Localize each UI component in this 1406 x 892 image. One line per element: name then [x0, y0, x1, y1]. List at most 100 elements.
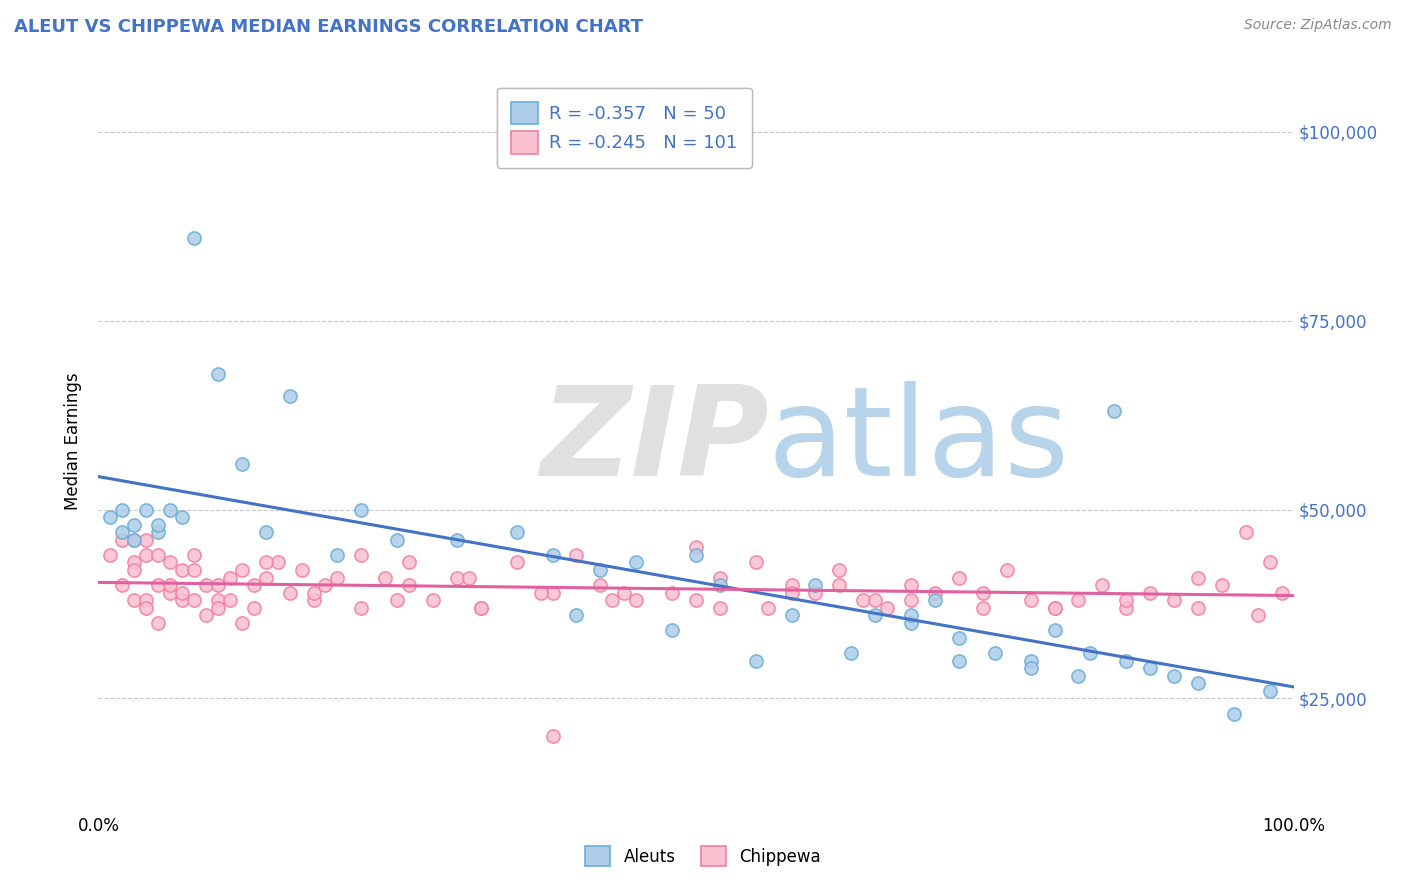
- Point: [626, 593, 648, 607]
- Point: [243, 600, 266, 615]
- Point: [326, 570, 349, 584]
- Point: [148, 578, 170, 592]
- Text: atlas: atlas: [768, 381, 1070, 502]
- Point: [900, 615, 922, 630]
- Point: [541, 729, 564, 743]
- Point: [219, 593, 242, 607]
- Point: [398, 578, 420, 592]
- Point: [172, 585, 194, 599]
- Point: [1258, 556, 1281, 570]
- Point: [326, 548, 349, 562]
- Point: [124, 593, 146, 607]
- Point: [841, 646, 863, 660]
- Point: [148, 517, 170, 532]
- Point: [159, 578, 181, 592]
- Point: [422, 593, 444, 607]
- Point: [756, 600, 779, 615]
- Point: [865, 608, 887, 623]
- Point: [207, 367, 229, 381]
- Point: [948, 631, 970, 645]
- Point: [900, 608, 922, 623]
- Point: [231, 615, 253, 630]
- Point: [124, 563, 146, 577]
- Point: [398, 556, 420, 570]
- Point: [231, 563, 253, 577]
- Point: [124, 533, 146, 547]
- Point: [124, 533, 146, 547]
- Point: [804, 585, 827, 599]
- Point: [135, 502, 157, 516]
- Text: ZIP: ZIP: [541, 381, 769, 502]
- Point: [780, 608, 803, 623]
- Point: [541, 585, 564, 599]
- Point: [315, 578, 337, 592]
- Point: [385, 593, 409, 607]
- Point: [506, 525, 529, 540]
- Point: [1163, 669, 1185, 683]
- Point: [828, 563, 851, 577]
- Point: [565, 548, 588, 562]
- Point: [924, 585, 946, 599]
- Point: [172, 563, 194, 577]
- Point: [661, 624, 683, 638]
- Point: [135, 593, 157, 607]
- Point: [1080, 646, 1102, 660]
- Point: [148, 525, 170, 540]
- Point: [1067, 669, 1090, 683]
- Text: Source: ZipAtlas.com: Source: ZipAtlas.com: [1244, 18, 1392, 32]
- Point: [900, 593, 922, 607]
- Point: [685, 548, 707, 562]
- Point: [291, 563, 314, 577]
- Point: [124, 556, 146, 570]
- Point: [159, 502, 181, 516]
- Point: [350, 548, 373, 562]
- Point: [98, 548, 122, 562]
- Point: [1234, 525, 1257, 540]
- Point: [1139, 661, 1161, 675]
- Point: [254, 570, 277, 584]
- Point: [124, 517, 146, 532]
- Point: [1211, 578, 1233, 592]
- Point: [385, 533, 409, 547]
- Point: [254, 525, 277, 540]
- Point: [207, 593, 229, 607]
- Point: [243, 578, 266, 592]
- Point: [685, 541, 707, 555]
- Point: [111, 525, 134, 540]
- Point: [1019, 654, 1042, 668]
- Point: [602, 593, 624, 607]
- Point: [148, 615, 170, 630]
- Point: [111, 502, 134, 516]
- Point: [159, 556, 181, 570]
- Legend: Aleuts, Chippewa: Aleuts, Chippewa: [576, 838, 830, 875]
- Point: [865, 593, 887, 607]
- Point: [470, 600, 492, 615]
- Point: [1043, 600, 1066, 615]
- Point: [828, 578, 851, 592]
- Legend: R = -0.357   N = 50, R = -0.245   N = 101: R = -0.357 N = 50, R = -0.245 N = 101: [496, 87, 752, 168]
- Point: [278, 585, 301, 599]
- Point: [709, 570, 731, 584]
- Point: [1019, 593, 1042, 607]
- Point: [984, 646, 1007, 660]
- Point: [267, 556, 290, 570]
- Point: [254, 556, 277, 570]
- Point: [589, 563, 612, 577]
- Point: [745, 556, 768, 570]
- Point: [1163, 593, 1185, 607]
- Point: [948, 570, 970, 584]
- Point: [1247, 608, 1270, 623]
- Point: [852, 593, 875, 607]
- Point: [1187, 600, 1209, 615]
- Point: [1258, 683, 1281, 698]
- Point: [745, 654, 768, 668]
- Point: [183, 563, 205, 577]
- Point: [302, 585, 325, 599]
- Point: [278, 389, 301, 403]
- Point: [148, 548, 170, 562]
- Y-axis label: Median Earnings: Median Earnings: [65, 373, 83, 510]
- Point: [350, 502, 373, 516]
- Point: [195, 578, 218, 592]
- Point: [589, 578, 612, 592]
- Point: [1104, 404, 1126, 418]
